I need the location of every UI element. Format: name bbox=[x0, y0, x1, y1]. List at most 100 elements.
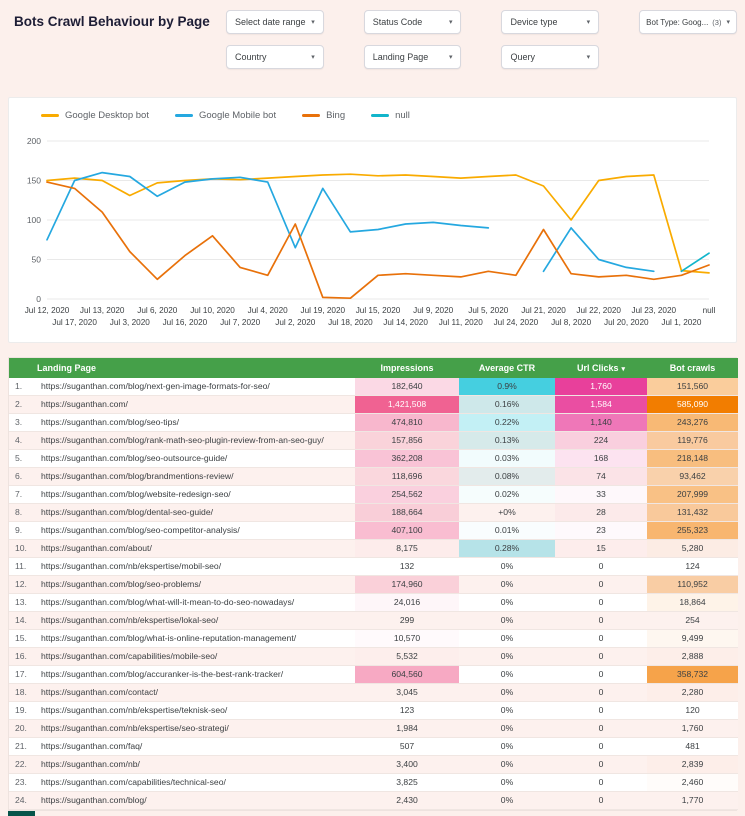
filter-date-range[interactable]: Select date range ▾ bbox=[226, 10, 324, 34]
landing-page-url[interactable]: https://suganthan.com/about/ bbox=[35, 539, 356, 558]
clicks-cell: 224 bbox=[555, 431, 648, 450]
landing-page-url[interactable]: https://suganthan.com/blog/seo-competito… bbox=[35, 521, 356, 540]
crawls-cell: 110,952 bbox=[647, 575, 739, 594]
filter-query[interactable]: Query ▾ bbox=[501, 45, 600, 69]
svg-text:0: 0 bbox=[36, 294, 41, 304]
landing-page-url[interactable]: https://suganthan.com/capabilities/mobil… bbox=[35, 647, 356, 666]
clicks-cell: 23 bbox=[555, 521, 648, 540]
table-row: 6. https://suganthan.com/blog/brandmentio… bbox=[9, 467, 739, 486]
column-header-url-clicks[interactable]: Url Clicks ▾ bbox=[555, 358, 648, 378]
landing-page-url[interactable]: https://suganthan.com/blog/accuranker-is… bbox=[35, 665, 356, 684]
landing-page-url[interactable]: https://suganthan.com/blog/dental-seo-gu… bbox=[35, 503, 356, 522]
column-header-landing-page[interactable]: Landing Page bbox=[9, 358, 356, 378]
landing-page-url[interactable]: https://suganthan.com/capabilities/techn… bbox=[35, 773, 356, 792]
legend-item[interactable]: Bing bbox=[302, 110, 345, 121]
ctr-cell: 0.13% bbox=[459, 431, 556, 450]
crawls-cell: 2,888 bbox=[647, 647, 739, 666]
legend-label: Bing bbox=[326, 110, 346, 121]
column-header-bot-crawls[interactable]: Bot crawls bbox=[647, 358, 739, 378]
row-number: 22. bbox=[9, 755, 35, 774]
svg-text:Jul 17, 2020: Jul 17, 2020 bbox=[52, 318, 97, 327]
row-number: 13. bbox=[9, 593, 35, 612]
impressions-cell: 132 bbox=[355, 557, 460, 576]
crawl-chart-svg[interactable]: 0 50 100 150 200 Jul 12, 2020 Jul 17, 2020 Jul … bbox=[17, 127, 728, 331]
ctr-cell: 0.01% bbox=[459, 521, 556, 540]
svg-text:Jul 16, 2020: Jul 16, 2020 bbox=[163, 318, 208, 327]
clicks-cell: 15 bbox=[555, 539, 648, 558]
clicks-cell: 0 bbox=[555, 557, 648, 576]
landing-page-url[interactable]: https://suganthan.com/blog/what-is-onlin… bbox=[35, 629, 356, 648]
column-header-average-ctr[interactable]: Average CTR bbox=[459, 358, 556, 378]
clicks-cell: 0 bbox=[555, 629, 648, 648]
filter-country[interactable]: Country ▾ bbox=[226, 45, 324, 69]
landing-page-url[interactable]: https://suganthan.com/blog/seo-outsource… bbox=[35, 449, 356, 468]
landing-page-url[interactable]: https://suganthan.com/ bbox=[35, 395, 356, 414]
landing-page-url[interactable]: https://suganthan.com/blog/ bbox=[35, 791, 356, 810]
table-row: 16. https://suganthan.com/capabilities/mo… bbox=[9, 647, 739, 666]
row-number: 10. bbox=[9, 539, 35, 558]
row-number: 24. bbox=[9, 791, 35, 810]
landing-page-url[interactable]: https://suganthan.com/blog/rank-math-seo… bbox=[35, 431, 356, 450]
landing-page-url[interactable]: https://suganthan.com/contact/ bbox=[35, 683, 356, 702]
impressions-cell: 157,856 bbox=[355, 431, 460, 450]
legend-item[interactable]: Google Desktop bot bbox=[41, 110, 149, 121]
filter-bot-type[interactable]: Bot Type: Goog... (3) ▾ bbox=[639, 10, 737, 34]
landing-page-url[interactable]: https://suganthan.com/nb/ekspertise/loka… bbox=[35, 611, 356, 630]
crawls-cell: 585,090 bbox=[647, 395, 739, 414]
filter-device-type[interactable]: Device type ▾ bbox=[501, 10, 600, 34]
column-header-impressions[interactable]: Impressions bbox=[355, 358, 460, 378]
legend-line-swatch-icon bbox=[174, 114, 193, 117]
legend-item[interactable]: Google Mobile bot bbox=[174, 110, 277, 121]
svg-text:Jul 10, 2020: Jul 10, 2020 bbox=[190, 306, 235, 315]
landing-page-url[interactable]: https://suganthan.com/faq/ bbox=[35, 737, 356, 756]
clicks-cell: 0 bbox=[555, 755, 648, 774]
crawls-cell: 120 bbox=[647, 701, 739, 720]
crawls-cell: 207,999 bbox=[647, 485, 739, 504]
filter-status-code[interactable]: Status Code ▾ bbox=[363, 10, 462, 34]
legend-label: Google Desktop bot bbox=[65, 110, 149, 121]
crawls-cell: 119,776 bbox=[647, 431, 739, 450]
legend-item[interactable]: null bbox=[371, 110, 410, 121]
table-row: 5. https://suganthan.com/blog/seo-outsour… bbox=[9, 449, 739, 468]
clicks-cell: 0 bbox=[555, 665, 648, 684]
clicks-cell: 74 bbox=[555, 467, 648, 486]
ctr-cell: 0% bbox=[459, 593, 556, 612]
svg-text:Jul 18, 2020: Jul 18, 2020 bbox=[328, 318, 373, 327]
impressions-cell: 5,532 bbox=[355, 647, 460, 666]
table-row: 3. https://suganthan.com/blog/seo-tips/47… bbox=[9, 413, 739, 432]
landing-page-url[interactable]: https://suganthan.com/blog/brandmentions… bbox=[35, 467, 356, 486]
landing-page-url[interactable]: https://suganthan.com/nb/ bbox=[35, 755, 356, 774]
svg-text:150: 150 bbox=[27, 176, 41, 186]
column-header-label: Bot crawls bbox=[669, 363, 716, 373]
chevron-down-icon: ▾ bbox=[586, 19, 591, 26]
table-row: 20. https://suganthan.com/nb/ekspertise/s… bbox=[9, 719, 739, 738]
landing-page-url[interactable]: https://suganthan.com/nb/ekspertise/tekn… bbox=[35, 701, 356, 720]
row-number: 1. bbox=[9, 378, 35, 396]
crawls-cell: 131,432 bbox=[647, 503, 739, 522]
table-body: 1. https://suganthan.com/blog/next-gen-im… bbox=[9, 378, 739, 810]
sort-descending-icon: ▾ bbox=[621, 366, 626, 373]
chevron-down-icon: ▾ bbox=[586, 54, 591, 61]
clicks-cell: 0 bbox=[555, 791, 648, 810]
column-header-label: Url Clicks bbox=[576, 363, 619, 373]
landing-page-url[interactable]: https://suganthan.com/blog/seo-tips/ bbox=[35, 413, 356, 432]
impressions-cell: 1,421,508 bbox=[355, 395, 460, 414]
landing-page-url[interactable]: https://suganthan.com/blog/website-redes… bbox=[35, 485, 356, 504]
landing-page-url[interactable]: https://suganthan.com/blog/next-gen-imag… bbox=[35, 378, 356, 396]
svg-text:Jul 1, 2020: Jul 1, 2020 bbox=[661, 318, 702, 327]
filter-landing-page[interactable]: Landing Page ▾ bbox=[363, 45, 462, 69]
landing-page-url[interactable]: https://suganthan.com/nb/ekspertise/seo-… bbox=[35, 719, 356, 738]
next-page-row-partial bbox=[8, 811, 35, 816]
landing-page-url[interactable]: https://suganthan.com/nb/ekspertise/mobi… bbox=[35, 557, 356, 576]
ctr-cell: 0% bbox=[459, 719, 556, 738]
impressions-cell: 182,640 bbox=[355, 378, 460, 396]
impressions-cell: 299 bbox=[355, 611, 460, 630]
row-number: 6. bbox=[9, 467, 35, 486]
ctr-cell: 0% bbox=[459, 773, 556, 792]
landing-page-url[interactable]: https://suganthan.com/blog/seo-problems/ bbox=[35, 575, 356, 594]
column-header-label: Average CTR bbox=[478, 363, 536, 373]
legend-label: Google Mobile bot bbox=[198, 110, 277, 121]
row-number: 12. bbox=[9, 575, 35, 594]
table-header-row: Landing Page Impressions Average CTR Url… bbox=[9, 358, 739, 378]
landing-page-url[interactable]: https://suganthan.com/blog/what-will-it-… bbox=[35, 593, 356, 612]
